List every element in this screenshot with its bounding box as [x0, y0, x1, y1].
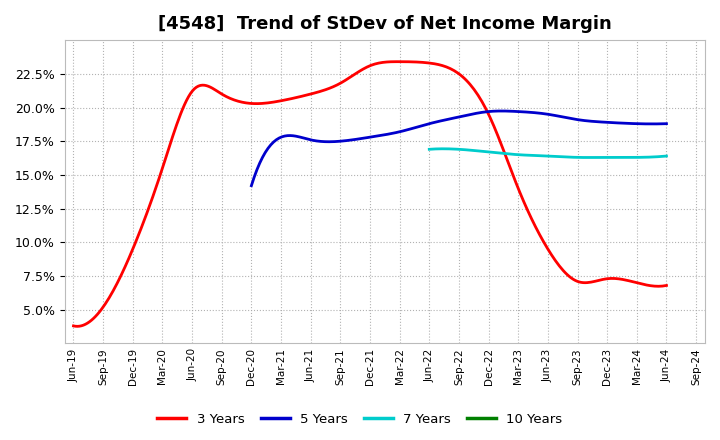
3 Years: [73, 324, 82, 329]
Line: 7 Years: 7 Years: [429, 149, 667, 158]
3 Years: [573, 279, 582, 284]
7 Years: [571, 155, 580, 160]
3 Years: [392, 59, 401, 64]
Line: 5 Years: 5 Years: [251, 111, 667, 186]
3 Years: [611, 276, 619, 281]
Legend: 3 Years, 5 Years, 7 Years, 10 Years: 3 Years, 5 Years, 7 Years, 10 Years: [152, 407, 568, 431]
7 Years: [626, 155, 635, 160]
3 Years: [71, 323, 80, 329]
Line: 3 Years: 3 Years: [73, 62, 667, 326]
5 Years: [662, 121, 671, 126]
3 Years: [436, 62, 445, 68]
5 Years: [598, 119, 607, 125]
7 Years: [426, 147, 434, 152]
7 Years: [439, 146, 448, 151]
5 Years: [492, 108, 501, 114]
7 Years: [584, 155, 593, 160]
5 Years: [503, 108, 511, 114]
5 Years: [494, 108, 503, 114]
7 Years: [567, 154, 575, 160]
3 Years: [69, 323, 78, 329]
3 Years: [426, 61, 435, 66]
7 Years: [642, 154, 650, 160]
3 Years: [424, 60, 433, 66]
5 Years: [248, 179, 257, 184]
5 Years: [497, 108, 505, 114]
7 Years: [425, 147, 433, 152]
5 Years: [247, 183, 256, 188]
5 Years: [625, 121, 634, 126]
3 Years: [662, 283, 671, 288]
Title: [4548]  Trend of StDev of Net Income Margin: [4548] Trend of StDev of Net Income Marg…: [158, 15, 612, 33]
7 Years: [662, 154, 671, 159]
7 Years: [566, 154, 575, 160]
